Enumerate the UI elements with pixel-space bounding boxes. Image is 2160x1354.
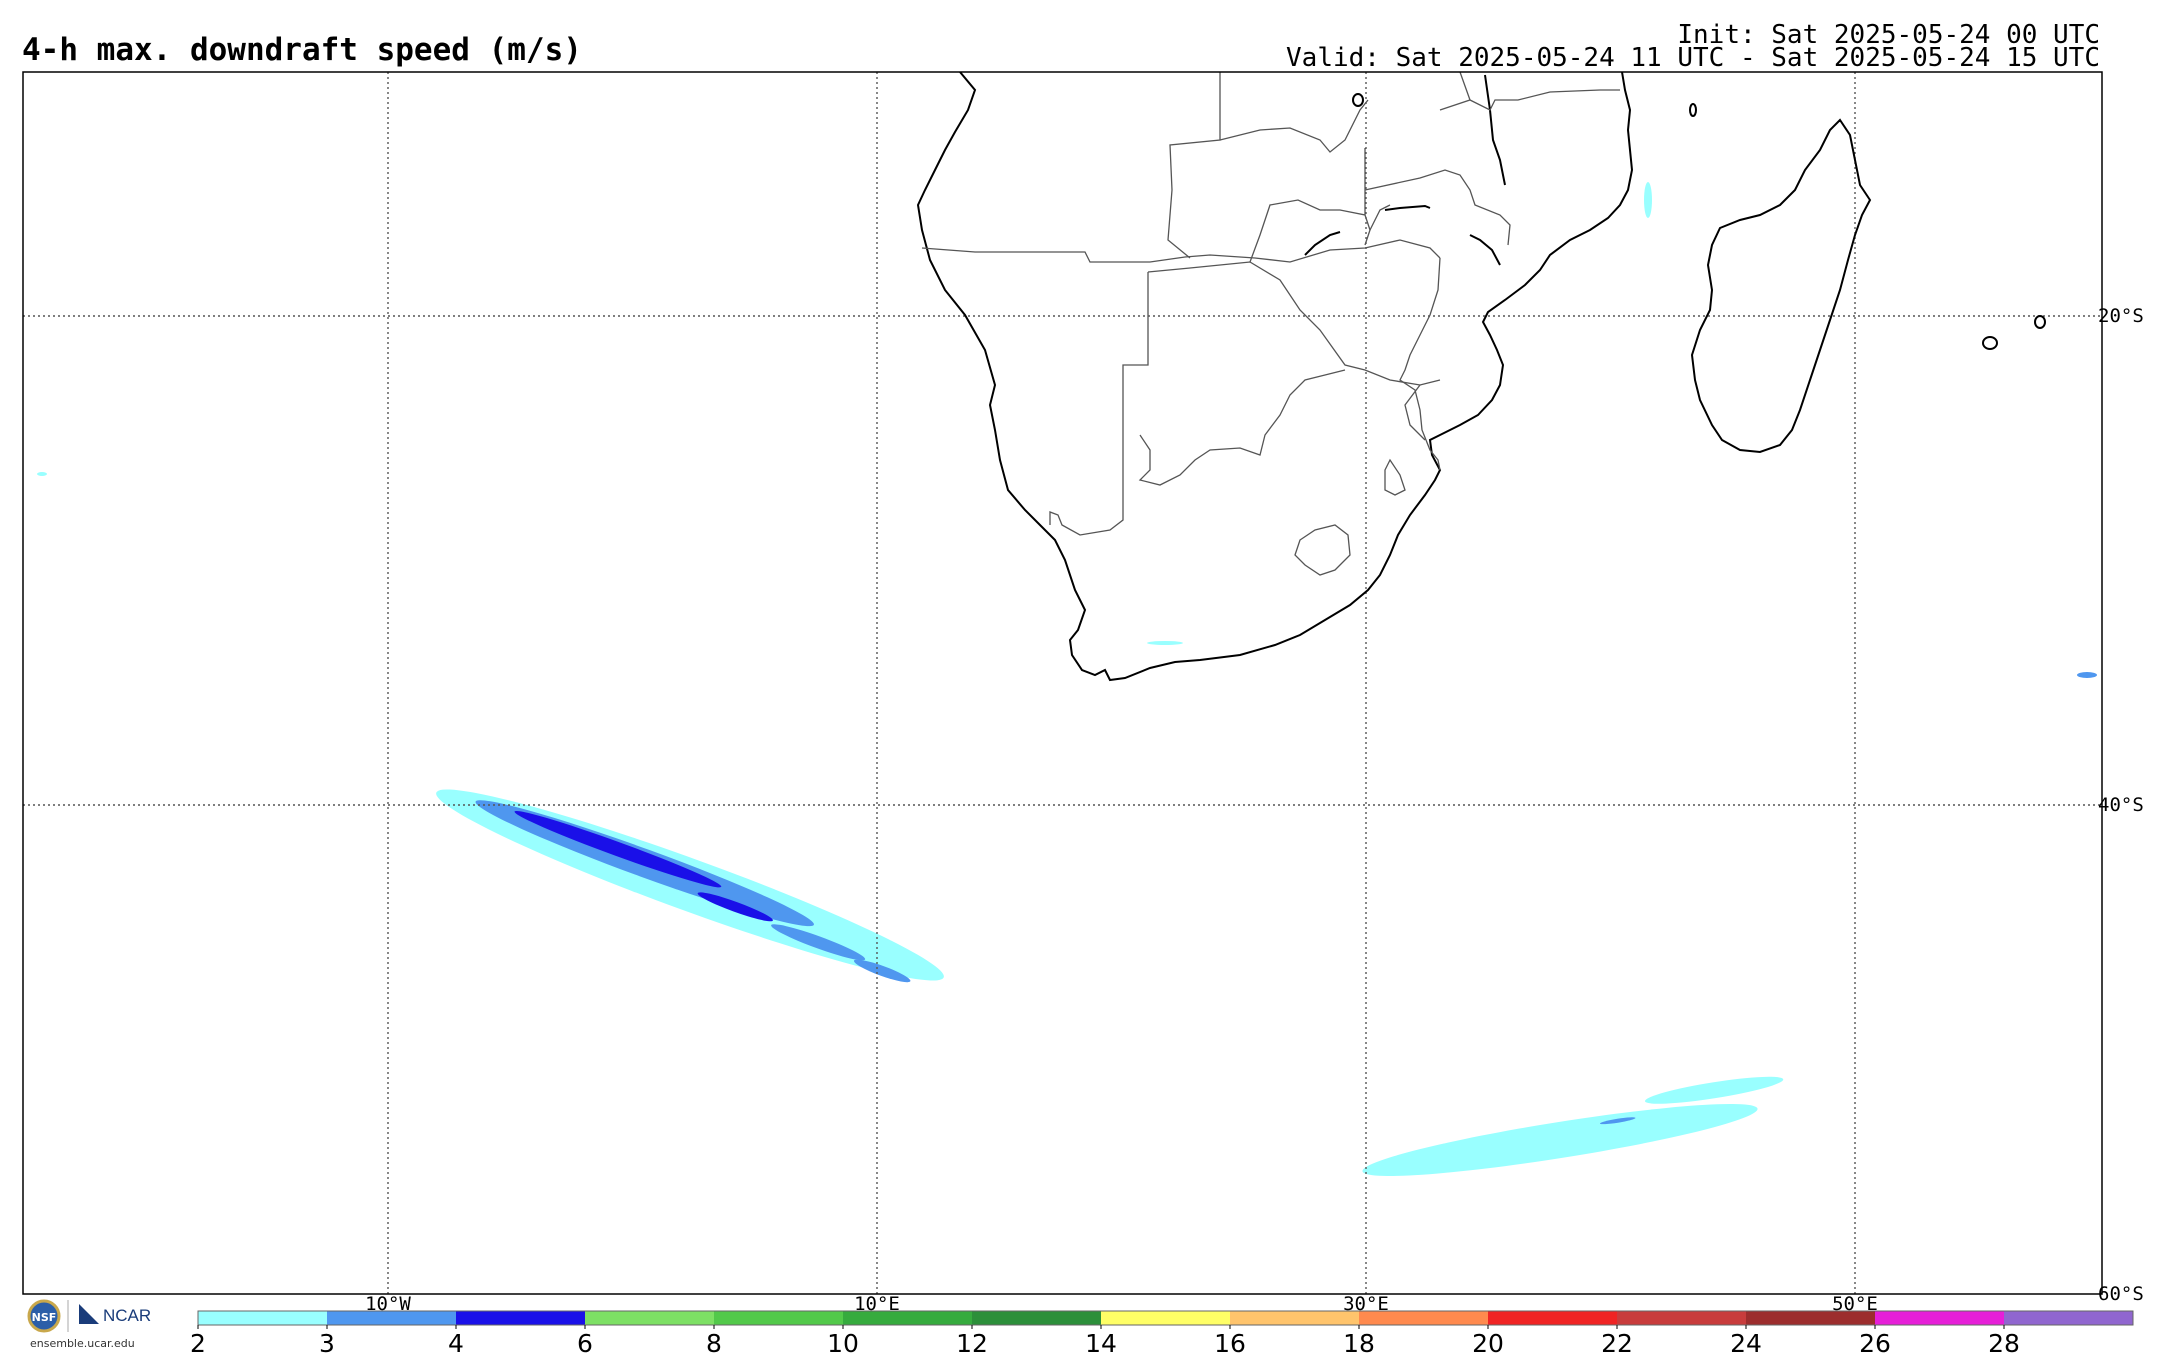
- lon-label-10w: 10°W: [365, 1293, 411, 1315]
- colorbar-swatch: [1488, 1311, 1618, 1325]
- colorbar-tick-label: 26: [1859, 1329, 1891, 1354]
- colorbar-swatch: [714, 1311, 844, 1325]
- colorbar-tick-label: 16: [1214, 1329, 1246, 1354]
- colorbar-swatch: [585, 1311, 715, 1325]
- coastlines: [916, 72, 2046, 682]
- colorbar-outline: [197, 1310, 2134, 1326]
- colorbar-tick-label: 18: [1343, 1329, 1375, 1354]
- downdraft-shading: [37, 182, 2097, 1176]
- colorbar-swatch: [1230, 1311, 1360, 1325]
- lon-labels: 10°W 10°E 30°E 50°E: [365, 1293, 1878, 1315]
- colorbar-swatch: [1746, 1311, 1876, 1325]
- lon-label-30e: 30°E: [1343, 1293, 1389, 1315]
- nsf-ncar-logo-icon: NSF: [27, 1299, 99, 1333]
- colorbar-tick-label: 22: [1601, 1329, 1633, 1354]
- ncar-logo-text: NCAR: [103, 1306, 152, 1325]
- colorbar-swatch: [1101, 1311, 1231, 1325]
- valid-time: Valid: Sat 2025-05-24 11 UTC - Sat 2025-…: [1286, 43, 2100, 73]
- colorbar-tick-label: 2: [190, 1329, 206, 1354]
- svg-text:NSF: NSF: [32, 1311, 57, 1324]
- country-borders: [921, 72, 1620, 576]
- lat-label-20s: 20°S: [2098, 305, 2144, 327]
- colorbar-tick-label: 10: [827, 1329, 859, 1354]
- site-url: ensemble.ucar.edu: [30, 1337, 135, 1350]
- colorbar-tick-label: 12: [956, 1329, 988, 1354]
- map-frame: [22, 71, 2103, 1295]
- colorbar-tick-label: 6: [577, 1329, 593, 1354]
- colorbar-tick-label: 8: [706, 1329, 722, 1354]
- colorbar-tick-label: 24: [1730, 1329, 1762, 1354]
- colorbar-tick-label: 4: [448, 1329, 464, 1354]
- colorbar-tick-label: 20: [1472, 1329, 1504, 1354]
- colorbar-tick-label: 3: [319, 1329, 335, 1354]
- colorbar-swatch: [456, 1311, 586, 1325]
- colorbar-swatch: [327, 1311, 457, 1325]
- lat-label-40s: 40°S: [2098, 794, 2144, 816]
- init-time: Init: Sat 2025-05-24 00 UTC: [1677, 20, 2100, 50]
- colorbar-swatch: [1875, 1311, 2005, 1325]
- lon-label-50e: 50°E: [1832, 1293, 1878, 1315]
- graticule: [23, 72, 2102, 1294]
- colorbar-swatch: [1617, 1311, 1747, 1325]
- lon-label-10e: 10°E: [854, 1293, 900, 1315]
- colorbar-swatch: [843, 1311, 973, 1325]
- colorbar-swatch: [972, 1311, 1102, 1325]
- colorbar-swatch: [1359, 1311, 1489, 1325]
- colorbar-tick-label: 28: [1988, 1329, 2020, 1354]
- map-title: 4-h max. downdraft speed (m/s): [22, 32, 582, 68]
- lat-labels: 20°S 40°S 60°S: [2098, 305, 2144, 1305]
- colorbar: 2 3 4 6 8 10 12 14 16 18 20 22 24 26 28: [190, 1310, 2134, 1354]
- colorbar-swatch: [2004, 1311, 2134, 1325]
- lat-label-60s: 60°S: [2098, 1283, 2144, 1305]
- colorbar-tick-label: 14: [1085, 1329, 1117, 1354]
- colorbar-swatch: [198, 1311, 328, 1325]
